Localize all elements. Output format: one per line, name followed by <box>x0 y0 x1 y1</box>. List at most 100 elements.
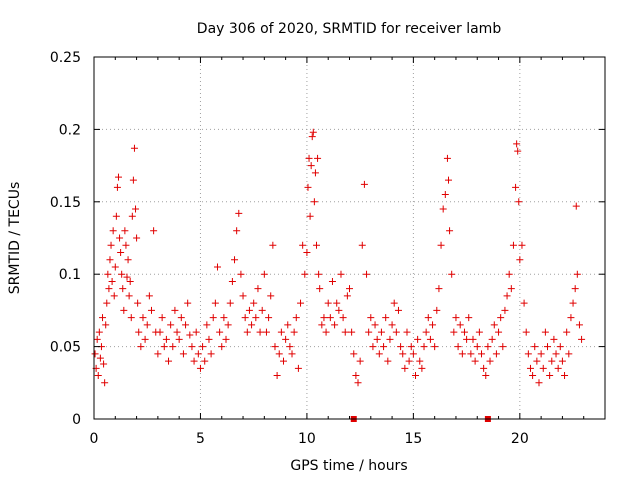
data-point <box>282 335 290 343</box>
data-point <box>190 357 198 365</box>
data-point <box>175 335 183 343</box>
data-point <box>271 343 279 351</box>
data-point <box>123 273 131 281</box>
data-point <box>245 306 253 314</box>
data-point <box>316 285 324 293</box>
x-tick-labels: 0 5 10 15 20 <box>90 431 529 447</box>
data-point <box>324 299 332 307</box>
data-point <box>380 343 388 351</box>
data-point <box>309 128 317 136</box>
data-point <box>267 292 275 300</box>
data-point <box>537 350 545 358</box>
data-point <box>394 306 402 314</box>
data-point <box>501 306 509 314</box>
data-point <box>239 292 247 300</box>
data-point <box>286 343 294 351</box>
data-point <box>375 350 383 358</box>
data-point <box>100 360 108 368</box>
data-point <box>561 372 569 380</box>
data-point <box>390 299 398 307</box>
data-point <box>569 299 577 307</box>
data-point <box>454 343 462 351</box>
data-point <box>196 364 204 372</box>
data-point <box>388 321 396 329</box>
data-point <box>484 343 492 351</box>
data-point <box>514 147 522 155</box>
data-point <box>437 241 445 249</box>
data-point <box>96 354 104 362</box>
data-point <box>571 285 579 293</box>
data-point <box>403 328 411 336</box>
data-point <box>207 350 215 358</box>
data-point <box>352 372 360 380</box>
data-point <box>114 173 122 181</box>
data-point <box>573 270 581 278</box>
data-point <box>179 350 187 358</box>
data-point <box>433 306 441 314</box>
data-point <box>386 335 394 343</box>
data-point <box>133 234 141 242</box>
data-point <box>111 263 119 271</box>
data-point <box>567 314 575 322</box>
data-point <box>322 328 330 336</box>
data-point <box>531 343 539 351</box>
data-point <box>478 350 486 358</box>
data-point <box>216 328 224 336</box>
data-point <box>443 154 451 162</box>
data-point <box>162 335 170 343</box>
data-point <box>522 328 530 336</box>
data-point <box>348 328 356 336</box>
data-point <box>460 328 468 336</box>
data-point <box>409 350 417 358</box>
data-point <box>113 183 121 191</box>
x-tick-label: 10 <box>298 431 316 447</box>
data-point <box>337 270 345 278</box>
data-point <box>120 306 128 314</box>
x-tick-label: 20 <box>511 431 529 447</box>
data-point <box>248 321 256 329</box>
data-point <box>439 205 447 213</box>
data-point <box>226 299 234 307</box>
data-point <box>556 343 564 351</box>
data-point <box>110 292 118 300</box>
data-points <box>91 128 586 387</box>
data-point <box>288 350 296 358</box>
data-point <box>407 343 415 351</box>
data-point <box>463 335 471 343</box>
data-point <box>469 335 477 343</box>
data-point <box>315 270 323 278</box>
chart-title: Day 306 of 2020, SRMTID for receiver lam… <box>197 21 502 37</box>
data-point <box>228 277 236 285</box>
data-point <box>127 314 135 322</box>
data-point <box>105 285 113 293</box>
data-point <box>252 314 260 322</box>
data-point <box>335 306 343 314</box>
data-point <box>102 321 110 329</box>
data-point <box>435 285 443 293</box>
data-point <box>273 372 281 380</box>
data-point <box>565 350 573 358</box>
data-point <box>384 357 392 365</box>
data-point <box>209 314 217 322</box>
data-point <box>199 343 207 351</box>
plot-frame <box>93 56 606 420</box>
data-point <box>546 372 554 380</box>
data-point <box>448 270 456 278</box>
data-point <box>371 321 379 329</box>
data-point <box>306 212 314 220</box>
x-axis-label: GPS time / hours <box>290 458 407 474</box>
data-point <box>91 350 99 358</box>
data-point <box>258 306 266 314</box>
data-point <box>141 335 149 343</box>
data-point <box>450 328 458 336</box>
data-point <box>424 314 432 322</box>
y-tick-label: 0.15 <box>50 195 81 211</box>
axis-ticks <box>93 56 605 420</box>
data-point <box>456 321 464 329</box>
grid-lines <box>94 57 605 419</box>
data-point <box>265 314 273 322</box>
data-point <box>304 183 312 191</box>
data-point <box>382 314 390 322</box>
data-point <box>341 328 349 336</box>
data-point <box>397 343 405 351</box>
